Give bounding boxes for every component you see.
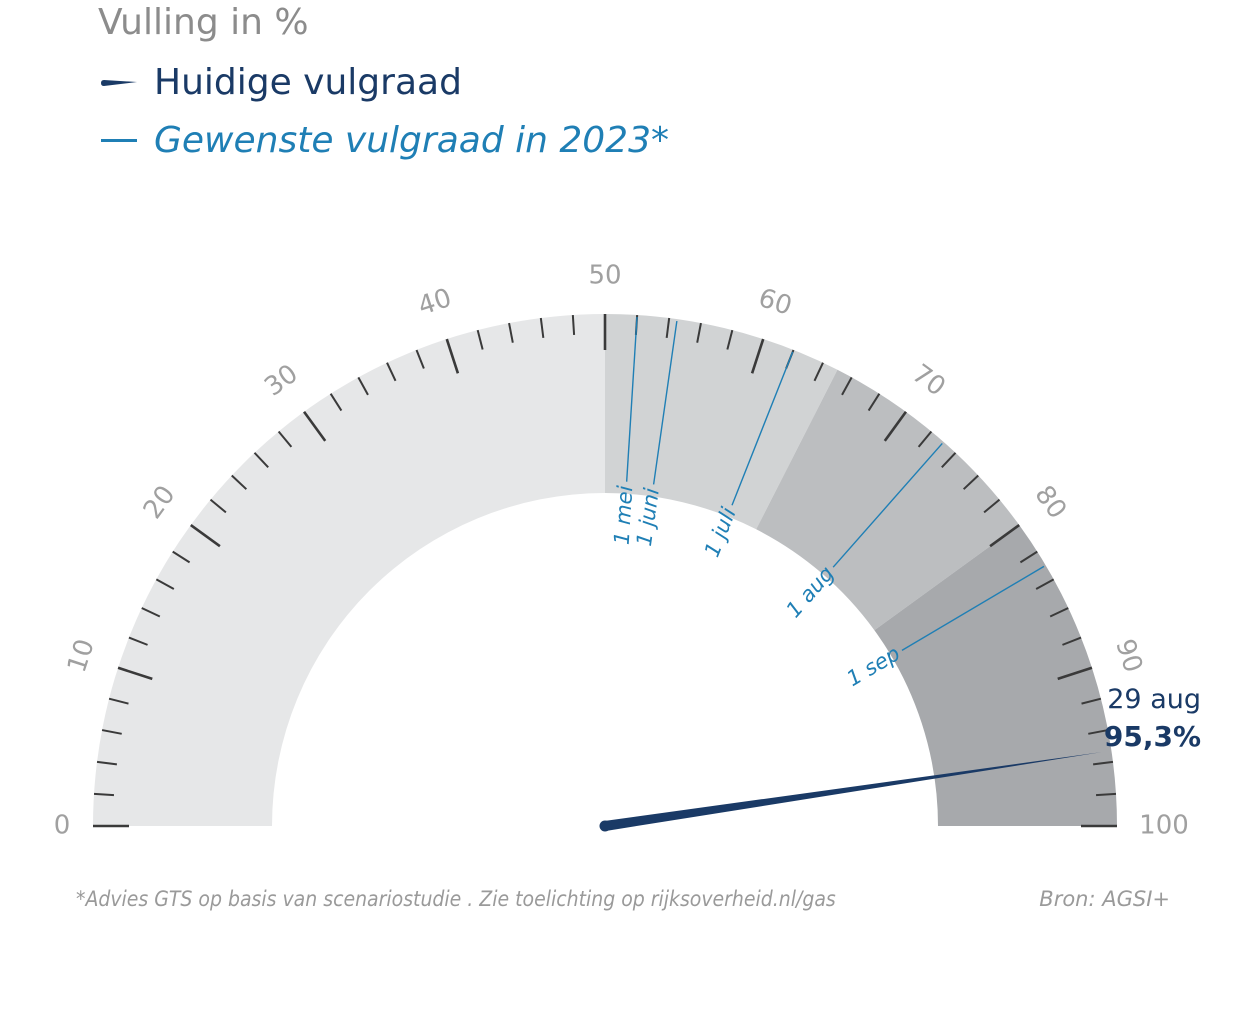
minor-tick-44 [508, 322, 514, 343]
minor-tick-96 [1092, 760, 1114, 766]
minor-tick-32 [329, 393, 343, 412]
tick-label-70: 70 [906, 359, 950, 403]
minor-tick-2 [93, 792, 115, 797]
tick-label-90: 90 [1109, 636, 1148, 677]
minor-tick-6 [101, 729, 122, 735]
tick-label-20: 20 [138, 480, 182, 524]
minor-tick-8 [108, 697, 129, 705]
minor-tick-76 [962, 474, 979, 490]
target-line-2 [652, 320, 678, 485]
tick-label-60: 60 [755, 283, 796, 322]
needle-legend-icon [101, 79, 137, 86]
minor-tick-94 [1088, 729, 1109, 735]
needle-shape [604, 752, 1102, 831]
tick-label-10: 10 [62, 636, 101, 677]
tick-label-0: 0 [54, 811, 71, 841]
chart-title: Vulling in % [98, 2, 309, 43]
target-line-1 [625, 316, 638, 482]
gauge-band-3 [756, 369, 1020, 631]
minor-tick-86 [1049, 607, 1069, 618]
gauge-bands [93, 314, 1117, 826]
minor-tick-38 [415, 349, 425, 369]
major-tick-20 [190, 524, 221, 548]
minor-tick-26 [253, 452, 269, 469]
minor-tick-54 [665, 317, 671, 339]
minor-tick-88 [1062, 636, 1082, 646]
gauge-band-1 [93, 314, 605, 826]
minor-tick-48 [571, 314, 576, 336]
major-tick-80 [989, 524, 1020, 548]
minor-tick-46 [539, 317, 545, 339]
target-line-4 [832, 442, 943, 568]
tick-label-30: 30 [259, 359, 303, 403]
current-date-label: 29 aug [1107, 684, 1201, 715]
target-line-3 [731, 351, 794, 506]
legend-target: Gewenste vulgraad in 2023* [100, 120, 669, 161]
minor-tick-16 [155, 578, 175, 590]
target-label-5: 1 sep [843, 641, 904, 691]
major-tick-90 [1057, 666, 1093, 681]
minor-tick-98 [1095, 792, 1117, 797]
minor-tick-82 [1019, 550, 1038, 564]
minor-tick-92 [1081, 697, 1102, 705]
tick-label-50: 50 [588, 261, 621, 291]
gauge-band-2 [605, 314, 838, 530]
major-tick-40 [445, 338, 460, 374]
minor-tick-64 [813, 362, 824, 382]
target-label-1: 1 mei [610, 485, 638, 546]
minor-tick-56 [696, 322, 702, 343]
minor-tick-84 [1035, 578, 1055, 590]
minor-tick-24 [231, 474, 248, 490]
line-legend-icon [101, 138, 137, 142]
minor-tick-28 [277, 430, 293, 448]
needle-hub [599, 820, 611, 832]
current-value-label: 95,3% [1104, 720, 1201, 753]
minor-tick-68 [867, 393, 881, 412]
legend-current-label: Huidige vulgraad [154, 62, 462, 103]
minor-tick-34 [357, 376, 369, 396]
minor-tick-12 [128, 636, 148, 646]
minor-tick-14 [141, 607, 161, 618]
minor-tick-72 [917, 430, 933, 448]
major-tick-30 [303, 411, 327, 442]
minor-tick-66 [841, 376, 853, 396]
legend-current: Huidige vulgraad [100, 62, 462, 103]
minor-tick-18 [172, 550, 191, 564]
legend-target-label: Gewenste vulgraad in 2023* [154, 120, 669, 161]
major-tick-10 [117, 666, 153, 681]
tick-label-40: 40 [415, 283, 456, 322]
tick-label-100: 100 [1139, 811, 1189, 841]
major-tick-70 [883, 411, 907, 442]
current-needle [599, 752, 1102, 832]
minor-tick-58 [726, 329, 734, 350]
minor-tick-22 [209, 498, 227, 514]
target-label-4: 1 aug [781, 562, 838, 623]
minor-tick-78 [983, 498, 1001, 514]
major-tick-60 [750, 338, 765, 374]
minor-tick-4 [96, 760, 118, 766]
source-label: Bron: AGSI+ [1039, 887, 1170, 911]
gauge-band-4 [874, 525, 1117, 826]
target-line-5 [901, 565, 1045, 651]
tick-label-80: 80 [1029, 480, 1073, 524]
minor-tick-74 [941, 452, 957, 469]
footnote: *Advies GTS op basis van scenariostudie … [76, 887, 836, 911]
target-label-3: 1 juli [700, 504, 741, 560]
minor-tick-42 [476, 329, 484, 350]
minor-tick-36 [386, 362, 397, 382]
